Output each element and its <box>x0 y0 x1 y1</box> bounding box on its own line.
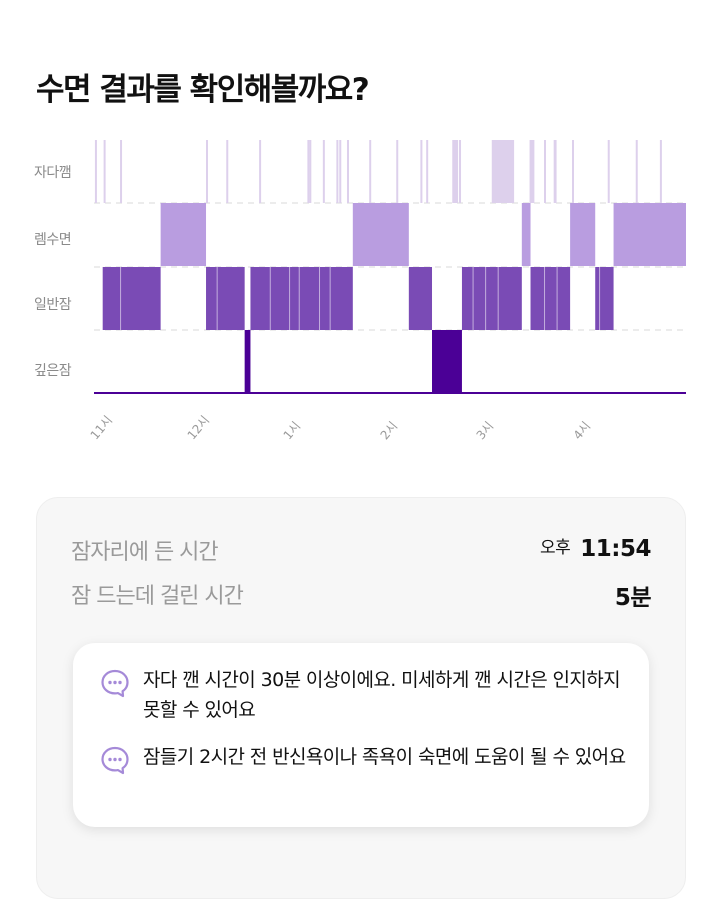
awake-blip <box>103 140 106 203</box>
awake-blip <box>459 140 462 203</box>
sleep-summary-card: 잠자리에 든 시간 오후 11:54 잠 드는데 걸린 시간 5분 자다 깬 시간… <box>36 497 686 899</box>
segment-divider <box>298 267 300 330</box>
segment-divider <box>544 267 546 330</box>
chat-bubble-icon <box>101 746 129 775</box>
segment-divider <box>453 267 455 330</box>
stage-segment <box>102 267 161 330</box>
segment-divider <box>329 267 331 330</box>
segment-divider <box>216 267 218 330</box>
awake-blip <box>544 140 547 203</box>
stage-segment <box>408 267 433 330</box>
awake-blip <box>420 140 423 203</box>
awake-blip <box>307 140 310 203</box>
stage-segment <box>352 203 409 266</box>
awake-block <box>453 140 459 203</box>
segment-divider <box>599 267 601 330</box>
awake-blip <box>659 140 662 203</box>
page-title: 수면 결과를 확인해볼까요? <box>36 72 370 108</box>
awake-blip <box>607 140 610 203</box>
tip-text: 잠들기 2시간 전 반신욕이나 족욕이 숙면에 도움이 될 수 있어요 <box>143 746 626 768</box>
awake-blip <box>205 140 208 203</box>
chat-bubble-icon <box>101 669 129 698</box>
stage-segment <box>206 267 245 330</box>
awake-blip <box>94 140 97 203</box>
segment-divider <box>269 267 271 330</box>
stage-label-awake: 자다깸 <box>34 165 72 181</box>
stage-segment <box>250 267 353 330</box>
stage-segment <box>595 267 614 330</box>
segment-divider <box>289 267 291 330</box>
stage-segment <box>244 330 251 393</box>
segment-divider <box>497 267 499 330</box>
awake-blip <box>336 140 339 203</box>
awake-blip <box>339 140 342 203</box>
awake-block <box>491 140 515 203</box>
segment-divider <box>556 267 558 330</box>
bedtime-prefix: 오후 <box>540 538 571 558</box>
tip-text: 자다 깬 시간이 30분 이상이에요. 미세하게 깬 시간은 인지하지 못할 수… <box>143 669 621 721</box>
segment-divider <box>319 267 321 330</box>
awake-blip <box>369 140 372 203</box>
stage-segment <box>160 203 207 266</box>
stage-segment <box>521 203 531 266</box>
stage-segment <box>530 267 571 330</box>
awake-blip <box>259 140 262 203</box>
latency-value: 5분 <box>614 585 652 611</box>
segment-divider <box>472 267 474 330</box>
sleep-stage-chart: 자다깸 렘수면 일반잠 깊은잠 11시 12시 1시 2시 3시 4시 <box>0 130 720 450</box>
bedtime-label: 잠자리에 든 시간 <box>71 540 219 565</box>
stage-segment <box>613 203 686 266</box>
stage-label-rem: 렘수면 <box>34 232 72 248</box>
sleep-stage-svg <box>94 140 686 394</box>
bedtime-value: 오후 11:54 <box>540 536 651 562</box>
segment-divider <box>120 267 122 330</box>
stage-label-deep: 깊은잠 <box>34 363 72 379</box>
awake-blip <box>322 140 325 203</box>
awake-blip <box>346 140 349 203</box>
awake-blip <box>396 140 399 203</box>
awake-blip <box>572 140 575 203</box>
awake-blip <box>426 140 429 203</box>
stage-segment <box>461 267 522 330</box>
awake-blip <box>635 140 638 203</box>
awake-blip <box>226 140 229 203</box>
stage-segment <box>570 203 596 266</box>
stage-segment <box>432 330 462 393</box>
latency-label: 잠 드는데 걸린 시간 <box>71 584 244 609</box>
awake-blip <box>309 140 312 203</box>
bedtime-time: 11:54 <box>580 536 651 562</box>
segment-divider <box>485 267 487 330</box>
awake-block <box>553 140 557 203</box>
tips-panel: 자다 깬 시간이 30분 이상이에요. 미세하게 깬 시간은 인지하지 못할 수… <box>73 643 649 827</box>
stage-label-light: 일반잠 <box>34 297 72 313</box>
awake-block <box>529 140 535 203</box>
awake-blip <box>120 140 123 203</box>
